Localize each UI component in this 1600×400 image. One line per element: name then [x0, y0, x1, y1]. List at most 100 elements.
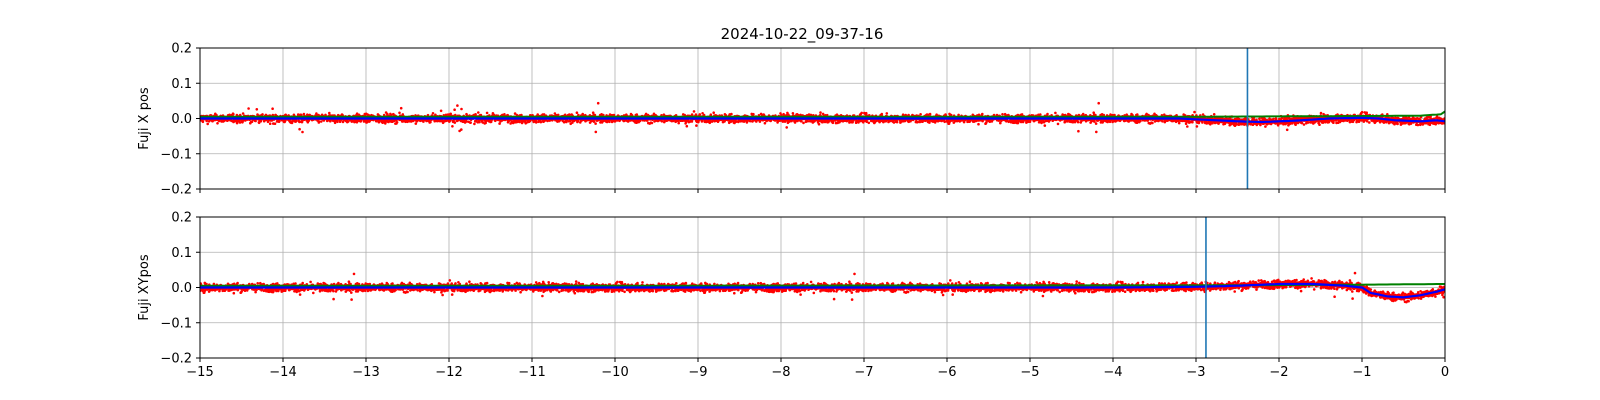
scatter-point: [806, 119, 810, 123]
scatter-point: [254, 119, 257, 123]
scatter-point: [546, 119, 549, 123]
scatter-point: [453, 108, 456, 111]
scatter-point: [867, 121, 871, 125]
scatter-point: [255, 108, 259, 111]
scatter-point: [817, 122, 821, 126]
scatter-point: [1319, 111, 1323, 115]
scatter-point: [336, 120, 339, 124]
scatter-point: [518, 120, 521, 124]
scatter-point: [295, 119, 298, 122]
scatter-point: [1285, 128, 1289, 132]
scatter-point: [1092, 111, 1095, 114]
scatter-point: [644, 112, 648, 116]
scatter-point: [999, 121, 1002, 125]
scatter-point: [701, 112, 704, 115]
scatter-point: [864, 111, 868, 115]
scatter-point: [1040, 121, 1043, 125]
scatter-point: [734, 120, 738, 123]
scatter-point: [885, 112, 889, 115]
scatter-point: [1043, 124, 1047, 127]
scatter-point: [429, 120, 432, 124]
scatter-point: [947, 122, 951, 125]
scatter-point: [1272, 117, 1275, 121]
scatter-point: [943, 120, 946, 124]
scatter-point: [382, 113, 386, 117]
scatter-point: [1163, 113, 1166, 116]
scatter-point: [1258, 117, 1261, 121]
plot-area: [200, 101, 1445, 134]
scatter-point: [695, 124, 698, 127]
scatter-point: [1093, 120, 1096, 123]
scatter-point: [568, 119, 572, 123]
scatter-point: [563, 113, 567, 117]
scatter-point: [895, 120, 899, 124]
scatter-point: [919, 113, 922, 116]
scatter-point: [1195, 125, 1199, 128]
scatter-point: [677, 121, 680, 125]
scatter-point: [650, 121, 654, 125]
scatter-point: [690, 120, 694, 123]
scatter-point: [949, 113, 953, 117]
scatter-point: [1201, 113, 1205, 116]
scatter-point: [268, 122, 272, 125]
scatter-point: [431, 112, 435, 115]
scatter-point: [451, 125, 454, 128]
scatter-point: [453, 121, 457, 124]
scatter-point: [977, 113, 981, 117]
scatter-point: [1332, 121, 1335, 124]
scatter-point: [556, 113, 560, 117]
scatter-point: [730, 112, 733, 116]
scatter-point: [1191, 120, 1194, 124]
scatter-point: [271, 107, 274, 110]
scatter-point: [261, 113, 264, 116]
scatter-point: [831, 119, 835, 123]
scatter-point: [690, 113, 694, 116]
scatter-point: [1039, 113, 1042, 116]
scatter-point: [576, 120, 580, 123]
scatter-point: [975, 119, 979, 122]
scatter-point: [333, 121, 337, 125]
scatter-point: [319, 120, 323, 123]
scatter-point: [848, 121, 851, 124]
scatter-point: [592, 120, 596, 123]
scatter-point: [477, 111, 480, 114]
scatter-point: [916, 120, 919, 124]
scatter-point: [301, 130, 304, 134]
scatter-point: [250, 120, 254, 123]
scatter-point: [692, 110, 696, 113]
scatter-point: [1046, 112, 1049, 116]
scatter-point: [880, 112, 884, 116]
scatter-point: [399, 106, 403, 110]
scatter-point: [752, 112, 755, 116]
scatter-point: [1229, 117, 1232, 121]
scatter-point: [1145, 112, 1148, 116]
scatter-point: [1094, 122, 1098, 125]
scatter-point: [485, 111, 489, 115]
scatter-point: [1360, 110, 1364, 114]
scatter-point: [698, 113, 702, 116]
scatter-point: [862, 121, 865, 124]
scatter-point: [484, 121, 488, 125]
scatter-point: [985, 121, 988, 124]
scatter-point: [892, 121, 896, 124]
scatter-point: [791, 112, 795, 115]
scatter-point: [700, 120, 704, 123]
scatter-point: [1365, 111, 1368, 114]
scatter-point: [1259, 123, 1262, 127]
scatter-point: [852, 119, 855, 122]
scatter-point: [1097, 101, 1100, 105]
scatter-point: [460, 107, 463, 111]
scatter-point: [317, 120, 321, 123]
scatter-point: [1001, 113, 1004, 116]
scatter-point: [1212, 113, 1216, 116]
scatter-point: [697, 119, 701, 122]
scatter-point: [1302, 123, 1306, 126]
scatter-point: [594, 122, 597, 125]
scatter-point: [860, 111, 863, 115]
scatter-point: [1151, 121, 1154, 125]
scatter-point: [907, 113, 910, 117]
scatter-point: [534, 121, 538, 124]
scatter-point: [1042, 120, 1046, 124]
scatter-point: [298, 127, 301, 131]
scatter-point: [300, 120, 304, 124]
